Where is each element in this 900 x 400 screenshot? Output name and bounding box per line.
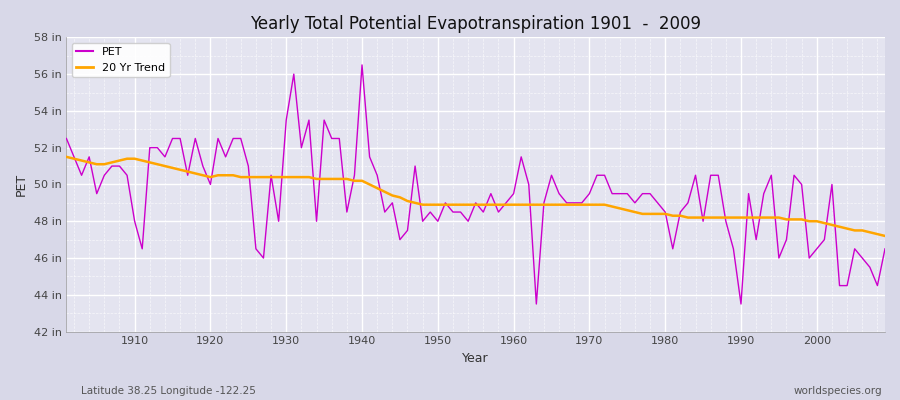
PET [356, 62, 367, 67]
20 Yr Trend [334, 176, 345, 181]
PET [615, 191, 626, 196]
PET [508, 191, 519, 196]
20 Yr Trend [500, 202, 511, 207]
20 Yr Trend [288, 175, 299, 180]
Title: Yearly Total Potential Evapotranspiration 1901  -  2009: Yearly Total Potential Evapotranspiratio… [250, 15, 701, 33]
PET [334, 136, 345, 141]
PET [879, 246, 890, 251]
Line: 20 Yr Trend: 20 Yr Trend [67, 157, 885, 236]
X-axis label: Year: Year [463, 352, 489, 365]
20 Yr Trend [879, 234, 890, 238]
PET [531, 302, 542, 306]
Line: PET: PET [67, 65, 885, 304]
PET [288, 72, 299, 76]
20 Yr Trend [122, 156, 132, 161]
Y-axis label: PET: PET [15, 173, 28, 196]
Text: Latitude 38.25 Longitude -122.25: Latitude 38.25 Longitude -122.25 [81, 386, 256, 396]
PET [61, 136, 72, 141]
20 Yr Trend [61, 154, 72, 159]
20 Yr Trend [508, 202, 519, 207]
PET [122, 173, 132, 178]
PET [516, 154, 526, 159]
20 Yr Trend [599, 202, 610, 207]
Legend: PET, 20 Yr Trend: PET, 20 Yr Trend [72, 43, 169, 77]
Text: worldspecies.org: worldspecies.org [794, 386, 882, 396]
